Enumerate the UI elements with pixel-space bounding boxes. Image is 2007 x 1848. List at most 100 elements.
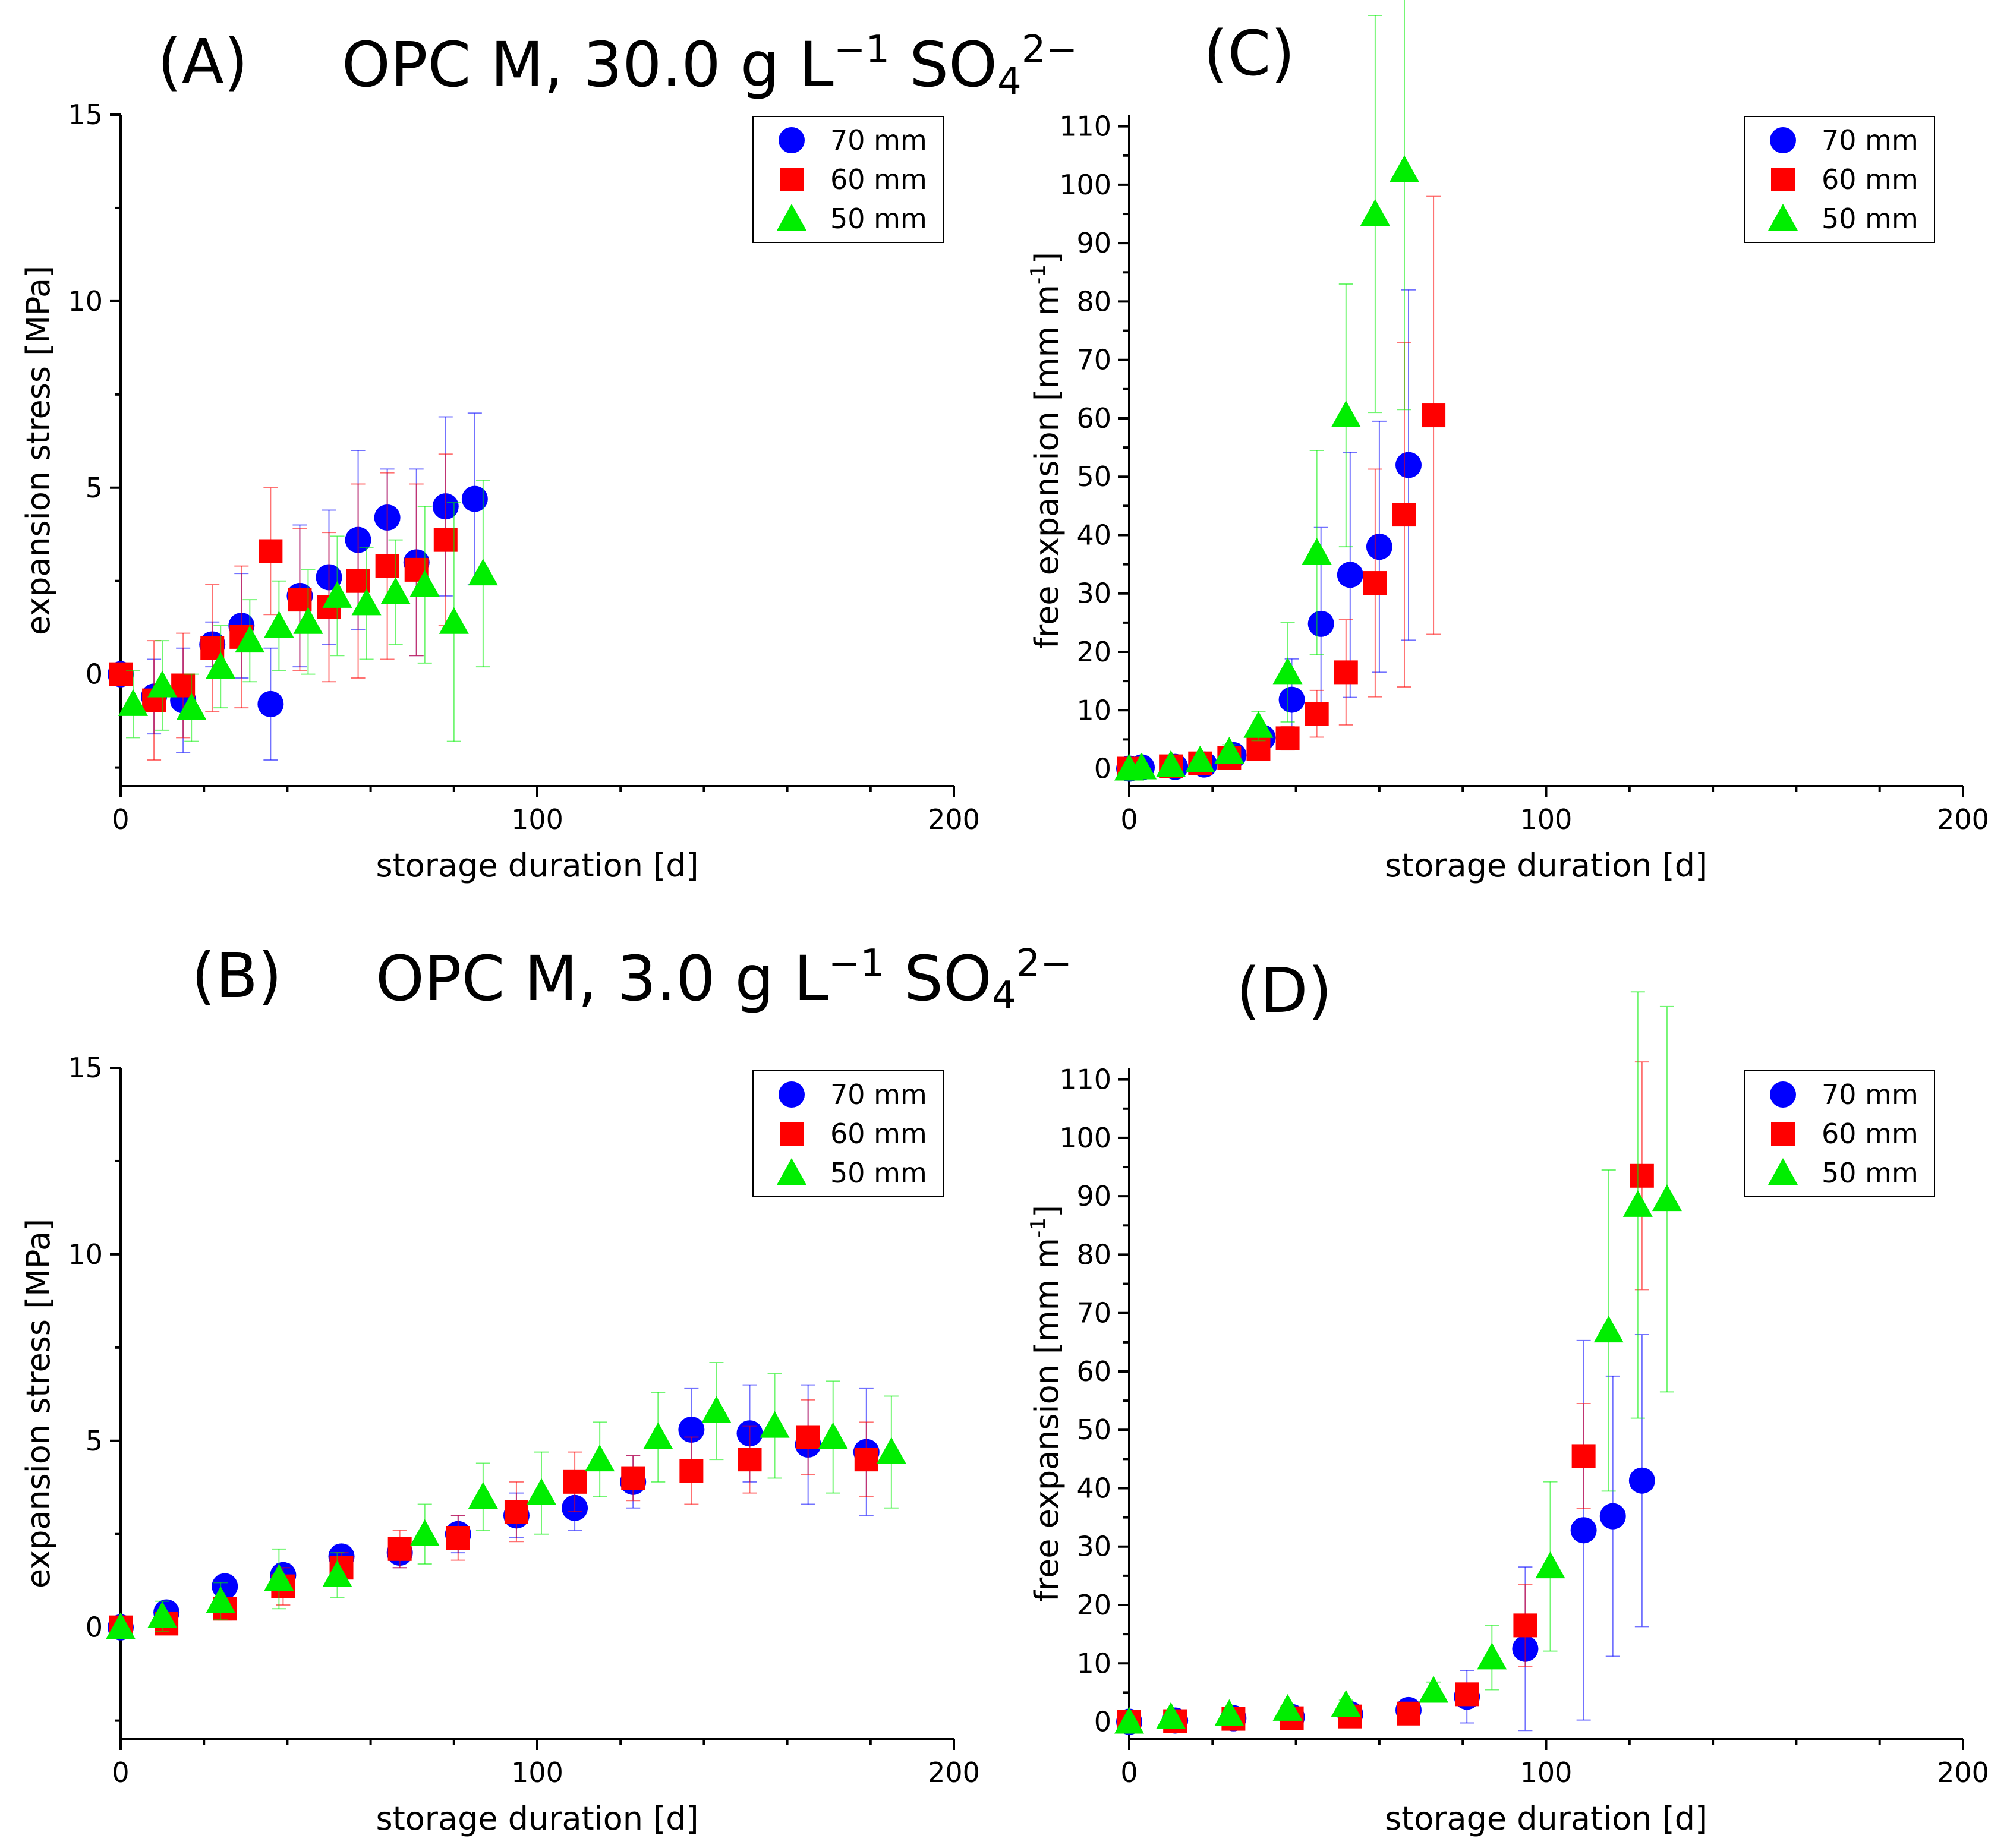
x-axis-label: storage duration [d] [376,847,698,884]
legend-marker [777,1158,806,1185]
data-point [1114,1707,1144,1734]
x-tick-label: 0 [112,803,129,835]
data-point [1599,1503,1626,1530]
data-point [1272,657,1303,685]
data-point [147,670,178,698]
data-point [1419,1676,1449,1703]
x-tick-label: 0 [1120,803,1138,835]
data-point [1455,1682,1479,1707]
data-point [1156,750,1186,777]
data-point [1628,1467,1655,1494]
legend-marker [1768,204,1798,231]
data-point [796,1425,820,1449]
legend-marker [780,168,804,191]
legend-label: 70 mm [1822,1078,1918,1111]
legend-marker [780,1122,804,1146]
y-tick-label: 20 [1076,636,1111,668]
data-point [1331,400,1361,428]
data-point [876,1437,906,1464]
data-point [1307,610,1334,637]
y-axis-label-exponent: -1 [1026,264,1050,285]
data-point [679,1459,704,1483]
y-tick-label: 70 [1076,344,1111,376]
y-axis-label: expansion stress [MPa] [20,1219,57,1588]
y-tick-label: 15 [68,1052,103,1084]
data-point [177,693,207,720]
data-point [504,1500,528,1524]
data-point [1622,1190,1653,1217]
data-point [1395,452,1422,478]
legend-label: 50 mm [1822,1157,1918,1189]
legend-marker [1771,1122,1795,1146]
chart-a: 0 100 200 0 5 10 15 storage duration [d] expansi… [20,99,980,884]
data-point [106,1612,136,1639]
data-point [1278,686,1305,713]
y-axis-label: free expansion [mm m-1] [1026,1205,1066,1602]
data-point [468,1481,498,1509]
series-50-mm [1114,991,1682,1734]
y-tick-label: 80 [1076,1238,1111,1270]
data-point [147,1601,178,1628]
y-tick-label: 0 [86,658,103,690]
y-tick-label: 110 [1059,111,1111,143]
x-tick-label: 200 [1937,1756,1989,1789]
data-point [259,539,283,563]
chart-c: 0 100 200 0 10 20 30 40 50 60 70 80 90 100 110 storage … [1026,0,1989,884]
y-tick-label: 20 [1076,1589,1111,1621]
data-point [1513,1613,1537,1638]
y-tick-label: 10 [68,1238,103,1270]
legend-label: 50 mm [830,203,927,235]
data-point [1360,199,1390,226]
y-tick-label: 30 [1076,1531,1111,1563]
y-tick-label: 10 [1076,694,1111,726]
x-tick-label: 100 [1520,1756,1573,1789]
plot-area [106,1361,906,1641]
y-tick-label: 60 [1076,402,1111,434]
data-point [1570,1517,1597,1544]
y-axis-label-main: free expansion [mm m [1028,285,1066,649]
data-point [738,1448,762,1472]
legend-label: 70 mm [830,124,927,156]
plot-area [1114,991,1682,1735]
legend-label: 60 mm [830,163,927,195]
title-a-ion: SO [909,29,998,101]
y-tick-label: 70 [1076,1297,1111,1329]
data-point [1243,711,1274,738]
panel-label-d: (D) [1236,954,1332,1027]
y-axis-label-exponent: -1 [1026,1218,1050,1238]
data-point [235,626,265,653]
y-tick-label: 110 [1059,1064,1111,1096]
data-point [1305,702,1329,726]
data-point [118,689,149,716]
data-point [1366,534,1392,560]
plot-area [1114,0,1446,782]
data-point [446,1526,470,1550]
data-point [351,588,382,616]
y-tick-label: 10 [68,285,103,317]
data-point [380,577,411,604]
legend-label: 60 mm [1822,163,1918,195]
data-point [760,1411,790,1438]
y-tick-label: 5 [86,472,103,504]
data-point [264,611,294,638]
legend-label: 70 mm [830,1078,927,1111]
panel-label-a: (A) [157,26,248,98]
data-point [643,1422,673,1449]
data-point [1392,503,1416,527]
legend-label: 60 mm [1822,1118,1918,1150]
legend: 70 mm 60 mm 50 mm [752,116,944,243]
y-tick-label: 0 [1094,1706,1111,1738]
legend-label: 50 mm [1822,203,1918,235]
legend-marker [1770,127,1796,153]
data-point [206,652,236,679]
y-tick-label: 100 [1059,169,1111,201]
legend: 70 mm 60 mm 50 mm [1744,1070,1935,1197]
x-tick-label: 200 [928,803,980,835]
data-point [1389,155,1419,182]
figure-title-a: OPC M, 30.0 g L−1 SO42− [342,31,1077,101]
x-axis-label: storage duration [d] [1385,847,1707,884]
chart-d: 0 100 200 0 10 20 30 40 50 60 70 80 90 100 110 storage … [1026,991,1989,1837]
y-tick-label: 50 [1076,461,1111,493]
data-point [409,570,440,597]
